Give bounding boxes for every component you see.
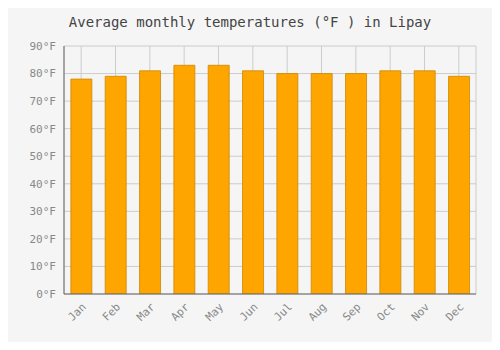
svg-text:Apr: Apr: [169, 300, 193, 324]
svg-text:50°F: 50°F: [30, 150, 57, 163]
svg-text:30°F: 30°F: [30, 205, 57, 218]
svg-text:0°F: 0°F: [36, 288, 56, 301]
svg-text:May: May: [203, 300, 227, 324]
svg-text:Jun: Jun: [237, 300, 260, 323]
svg-text:10°F: 10°F: [30, 260, 57, 273]
svg-text:Sep: Sep: [340, 300, 363, 323]
svg-text:Jul: Jul: [272, 300, 295, 323]
svg-text:Feb: Feb: [100, 300, 123, 323]
svg-text:90°F: 90°F: [30, 40, 57, 53]
html-text:Average monthly temperatures (: Average monthly temperatures (°F ) in Li…: [68, 14, 432, 30]
svg-text:Mar: Mar: [134, 300, 158, 324]
svg-text:Nov: Nov: [409, 300, 433, 324]
svg-text:70°F: 70°F: [30, 95, 57, 108]
svg-text:40°F: 40°F: [30, 178, 57, 191]
svg-text:Aug: Aug: [306, 300, 329, 323]
svg-text:80°F: 80°F: [30, 67, 57, 80]
svg-text:Oct: Oct: [375, 300, 398, 323]
svg-text:Dec: Dec: [443, 300, 466, 323]
svg-text:60°F: 60°F: [30, 123, 57, 136]
svg-text:Jan: Jan: [66, 300, 89, 323]
svg-text:20°F: 20°F: [30, 233, 57, 246]
